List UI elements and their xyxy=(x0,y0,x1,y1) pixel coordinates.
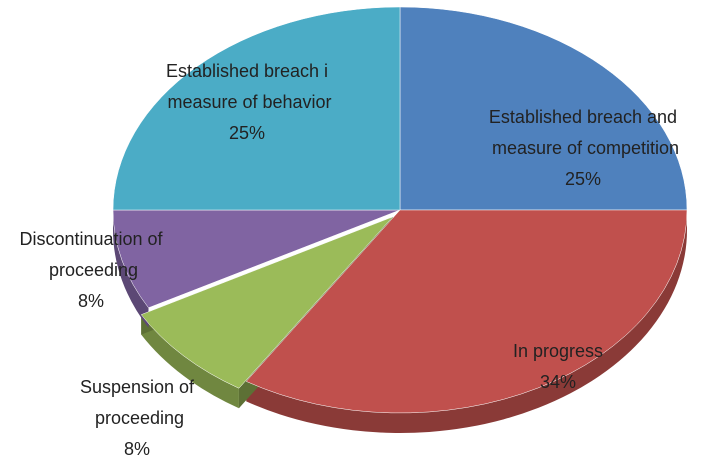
slice-label: Established breach i measure of behavior xyxy=(162,61,331,112)
pie-slice xyxy=(399,6,688,211)
slice-label: Established breach and measure of compet… xyxy=(487,107,679,158)
slice-value-label: 8% xyxy=(124,439,150,459)
slice-label: In progress xyxy=(513,341,603,361)
pie-slice xyxy=(112,6,401,211)
slice-value-label: 34% xyxy=(540,372,576,392)
pie-slice-side xyxy=(113,210,149,328)
slice-label: Discontinuation of proceeding xyxy=(19,229,163,280)
pie-slice-side xyxy=(141,314,239,409)
pie-slice xyxy=(140,216,393,389)
slice-label: Suspension of proceeding xyxy=(80,377,195,428)
pie-slice xyxy=(245,209,688,414)
pie-slice xyxy=(112,209,401,309)
slice-value-label: 8% xyxy=(78,291,104,311)
pie-slice-side xyxy=(246,210,687,433)
slice-value-label: 25% xyxy=(229,123,265,143)
slice-value-label: 25% xyxy=(565,169,601,189)
